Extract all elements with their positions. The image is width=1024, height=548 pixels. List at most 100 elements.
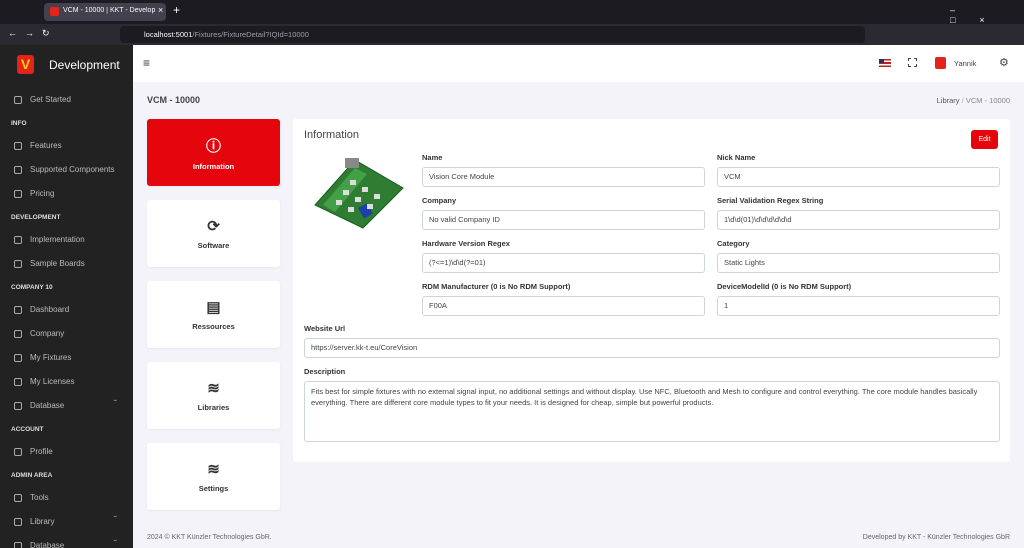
card-label: Settings xyxy=(198,484,229,493)
field-input[interactable]: VCM xyxy=(717,167,1000,187)
card-icon: ▤ xyxy=(206,299,221,316)
window-controls[interactable]: –□× xyxy=(950,5,1009,25)
sidebar-item[interactable]: Pricing xyxy=(0,182,133,206)
tab[interactable] xyxy=(44,3,166,21)
sidebar-heading: COMPANY 10 xyxy=(11,284,53,291)
sidebar-item[interactable]: Profile xyxy=(0,440,133,464)
language-flag[interactable] xyxy=(879,59,891,67)
tab-bar: VCM - 10000 | KKT - Developme × + –□× xyxy=(0,0,1024,25)
sidebar-heading: ADMIN AREA xyxy=(11,472,53,479)
sidebar-label: Features xyxy=(30,141,62,150)
sidebar-icon xyxy=(14,448,22,456)
sidebar-item[interactable]: My Licenses xyxy=(0,370,133,394)
sidebar-icon xyxy=(14,260,22,268)
brand: Development xyxy=(49,58,120,72)
sidebar-icon xyxy=(14,190,22,198)
settings-gear[interactable]: ⚙ xyxy=(999,57,1009,69)
sidebar-item[interactable]: Company xyxy=(0,322,133,346)
sidebar-item[interactable]: Library ˇ xyxy=(0,510,133,534)
breadcrumb-current: VCM - 10000 xyxy=(965,96,1010,105)
footer-left: 2024 © KKT Künzler Technologies GbR. xyxy=(147,534,272,541)
field-input[interactable]: Vision Core Module xyxy=(422,167,705,187)
sidebar-icon xyxy=(14,306,22,314)
textarea[interactable]: Fits best for simple fixtures with no ex… xyxy=(304,381,1000,442)
address-bar: ←→↻ localhost:5001/Fixtures/FixtureDetai… xyxy=(0,24,1024,45)
field-label: RDM Manufacturer (0 is No RDM Support) xyxy=(422,282,571,291)
chevron: ˇ xyxy=(113,539,118,548)
sidebar-label: Implementation xyxy=(30,235,85,244)
sidebar-icon xyxy=(14,330,22,338)
breadcrumb: Library / VCM - 10000 xyxy=(936,96,1010,105)
nav-card[interactable]: ≋ Settings xyxy=(147,443,280,510)
field-input[interactable]: Static Lights xyxy=(717,253,1000,273)
user-name[interactable]: Yannik xyxy=(954,59,977,68)
sidebar-label: Dashboard xyxy=(30,305,70,314)
nav-card[interactable]: ≋ Libraries xyxy=(147,362,280,429)
topbar: ≡ Yannik ⚙ xyxy=(133,45,1024,82)
sidebar-label: Profile xyxy=(30,447,53,456)
nav-buttons[interactable]: ←→↻ xyxy=(8,28,58,38)
field-input[interactable]: F00A xyxy=(422,296,705,316)
sidebar-heading: DEVELOPMENT xyxy=(11,214,61,221)
nav-card[interactable]: ⓘ Information xyxy=(147,119,280,186)
nav-card[interactable]: ⟳ Software xyxy=(147,200,280,267)
favicon xyxy=(50,7,59,16)
logo: V xyxy=(17,55,34,74)
sidebar-item[interactable]: My Fixtures xyxy=(0,346,133,370)
field-label: Serial Validation Regex String xyxy=(717,196,824,205)
breadcrumb-link[interactable]: Library xyxy=(936,96,960,105)
url-field[interactable] xyxy=(120,26,865,43)
sidebar-icon xyxy=(14,518,22,526)
sidebar-icon xyxy=(14,166,22,174)
field-input[interactable]: https://server.kk-t.eu/CoreVision xyxy=(304,338,1000,358)
card-icon: ⓘ xyxy=(205,137,221,155)
url-path: /Fixtures/FixtureDetail?IQId=10000 xyxy=(192,30,309,39)
sidebar-item[interactable]: Database ˇ xyxy=(0,534,133,548)
fullscreen[interactable] xyxy=(908,58,917,67)
sidebar-icon xyxy=(14,494,22,502)
sidebar-label: My Fixtures xyxy=(30,353,72,362)
field-input[interactable]: 1\d\d(01)\d\d\d\d\d\d xyxy=(717,210,1000,230)
sidebar-item[interactable]: Dashboard xyxy=(0,298,133,322)
card-label: Information xyxy=(192,161,235,171)
sidebar-label: Pricing xyxy=(30,189,55,198)
card-label: Software xyxy=(197,241,230,250)
card-icon: ≋ xyxy=(207,380,220,397)
sidebar-icon xyxy=(14,96,22,104)
new-tab[interactable]: + xyxy=(173,3,181,17)
product-image xyxy=(314,158,404,229)
field-label: DeviceModelId (0 is No RDM Support) xyxy=(717,282,852,291)
sidebar-item[interactable]: Database ˇ xyxy=(0,394,133,418)
sidebar-icon xyxy=(14,142,22,150)
sidebar-label: Library xyxy=(30,517,55,526)
sidebar-icon xyxy=(14,236,22,244)
tab-close[interactable]: × xyxy=(158,5,164,15)
sidebar-item[interactable]: Tools xyxy=(0,486,133,510)
sidebar-item[interactable]: Sample Boards xyxy=(0,252,133,276)
field-input[interactable]: 1 xyxy=(717,296,1000,316)
field-label: Category xyxy=(717,239,750,248)
field-label: Name xyxy=(422,153,443,162)
field-label: Website Url xyxy=(304,324,346,333)
sidebar-label: Tools xyxy=(30,493,49,502)
field-input[interactable]: (?<=1)\d\d(?=01) xyxy=(422,253,705,273)
sidebar-item[interactable]: Supported Components xyxy=(0,158,133,182)
edit-button[interactable]: Edit xyxy=(971,130,998,149)
sidebar-label: My Licenses xyxy=(30,377,75,386)
tab-title: VCM - 10000 | KKT - Developme xyxy=(63,7,155,14)
sidebar-label: Sample Boards xyxy=(30,259,85,268)
field-input[interactable]: No valid Company ID xyxy=(422,210,705,230)
sidebar-item[interactable]: Features xyxy=(0,134,133,158)
card-icon: ⟳ xyxy=(207,218,220,235)
sidebar-item[interactable]: Implementation xyxy=(0,228,133,252)
nav-card[interactable]: ▤ Ressources xyxy=(147,281,280,348)
avatar xyxy=(935,57,946,69)
card-label: Ressources xyxy=(192,322,235,331)
sidebar-icon xyxy=(14,542,22,548)
field-label: Hardware Version Regex xyxy=(422,239,510,248)
menu-toggle[interactable]: ≡ xyxy=(143,56,151,70)
url: localhost:5001/Fixtures/FixtureDetail?IQ… xyxy=(144,30,309,39)
sidebar-heading: INFO xyxy=(11,120,27,127)
sidebar-item[interactable]: Get Started xyxy=(0,88,133,112)
